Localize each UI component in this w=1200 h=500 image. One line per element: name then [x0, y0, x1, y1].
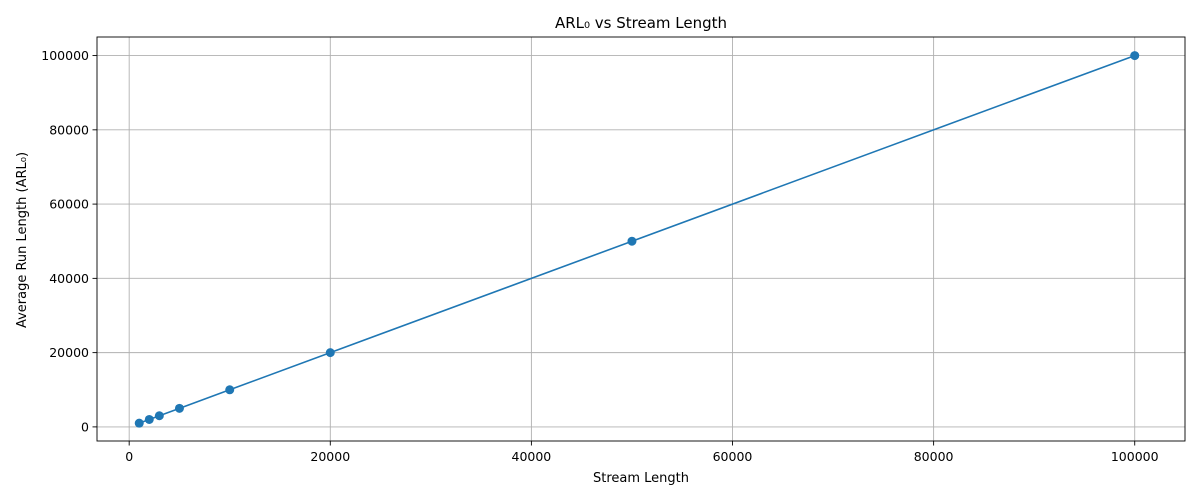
x-tick-label: 20000 [310, 449, 350, 464]
data-point [325, 348, 335, 358]
y-axis-ticks: 0 20000 40000 60000 80000 100000 [41, 48, 97, 434]
chart-title: ARL₀ vs Stream Length [555, 14, 727, 32]
data-point [627, 236, 637, 246]
grid [97, 37, 1185, 441]
plot-frame [96, 36, 1186, 442]
y-tick-label: 20000 [49, 345, 89, 360]
x-tick-label: 0 [125, 449, 133, 464]
x-tick-label: 40000 [512, 449, 552, 464]
y-tick-label: 100000 [41, 48, 89, 63]
x-tick-label: 100000 [1111, 449, 1159, 464]
data-point [144, 414, 154, 424]
y-tick-label: 60000 [49, 197, 89, 212]
x-axis-label: Stream Length [593, 471, 689, 486]
data-point [174, 403, 184, 413]
data-point [154, 411, 164, 421]
data-point [1130, 51, 1140, 61]
y-tick-label: 0 [81, 419, 89, 434]
series [134, 51, 1140, 428]
x-tick-label: 80000 [914, 449, 954, 464]
data-point [225, 385, 235, 395]
data-point [134, 418, 144, 428]
series-line [138, 54, 1135, 424]
y-tick-label: 40000 [49, 271, 89, 286]
y-tick-label: 80000 [49, 122, 89, 137]
y-axis-label: Average Run Length (ARL₀) [15, 152, 30, 328]
x-axis-ticks: 0 20000 40000 60000 80000 100000 [125, 441, 1159, 464]
x-tick-label: 60000 [713, 449, 753, 464]
